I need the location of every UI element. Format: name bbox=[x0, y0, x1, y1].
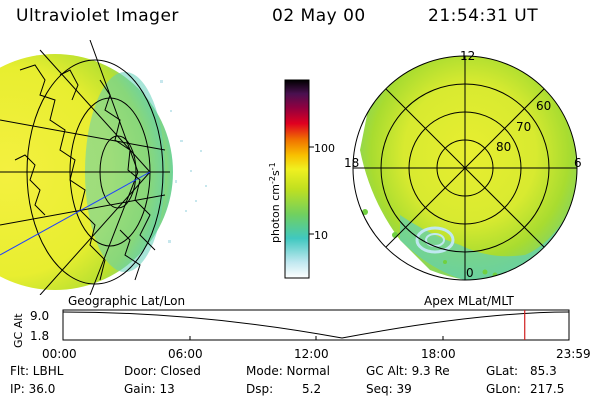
coastlines bbox=[14, 64, 156, 281]
x-tick-0600: 06:00 bbox=[168, 347, 203, 361]
mlt-label-6: 6 bbox=[574, 156, 582, 170]
mlat-label-80: 80 bbox=[496, 140, 511, 154]
glon-label: GLon: bbox=[486, 382, 521, 396]
mlt-label-12: 12 bbox=[460, 49, 475, 63]
glon-value: 217.5 bbox=[530, 382, 565, 396]
altitude-y-label: GC Alt bbox=[12, 313, 25, 348]
colorbar-tick-100: 100 bbox=[314, 142, 335, 155]
altitude-y-tick-high: 9.0 bbox=[30, 309, 49, 323]
colorbar-unit-label: photon cm-2s-1 bbox=[268, 162, 282, 243]
x-tick-1800: 18:00 bbox=[421, 347, 456, 361]
seq-info: Seq: 39 bbox=[366, 382, 412, 396]
auroral-emission bbox=[360, 56, 577, 280]
right-panel-label: Apex MLat/MLT bbox=[424, 294, 514, 308]
instrument-title: Ultraviolet Imager bbox=[16, 6, 179, 26]
dsp-value: 5.2 bbox=[302, 382, 322, 396]
altitude-plot-frame bbox=[62, 309, 570, 341]
ip-info: IP: 36.0 bbox=[10, 382, 56, 396]
x-tick-0000: 00:00 bbox=[42, 347, 77, 361]
left-panel-label: Geographic Lat/Lon bbox=[68, 294, 186, 308]
colorbar-gradient bbox=[284, 79, 310, 279]
mode-info: Mode: Normal bbox=[246, 364, 330, 378]
mlt-label-0: 0 bbox=[466, 266, 474, 280]
mlt-label-18: 18 bbox=[344, 156, 359, 170]
door-info: Door: Closed bbox=[124, 364, 201, 378]
geographic-image bbox=[0, 40, 207, 295]
glat-value: 85.3 bbox=[530, 364, 557, 378]
altitude-y-tick-low: 1.8 bbox=[30, 329, 49, 343]
filter-info: Flt: LBHL bbox=[10, 364, 64, 378]
polar-plot: 12 18 6 0 60 70 80 bbox=[344, 49, 582, 281]
gc-alt-info: GC Alt: 9.3 Re bbox=[366, 364, 450, 378]
gain-info: Gain: 13 bbox=[124, 382, 175, 396]
colorbar: 100 10 photon cm-2s-1 bbox=[268, 79, 335, 279]
glat-label: GLat: bbox=[486, 364, 519, 378]
scatter-halo bbox=[160, 80, 207, 243]
mlat-grid bbox=[352, 55, 578, 281]
observation-time: 21:54:31 UT bbox=[428, 6, 539, 26]
altitude-x-ticks bbox=[189, 336, 444, 340]
altitude-curve bbox=[62, 311, 570, 339]
x-tick-1200: 12:00 bbox=[294, 347, 329, 361]
mlat-label-70: 70 bbox=[516, 120, 531, 134]
dsp-label: Dsp: bbox=[246, 382, 274, 396]
x-tick-2359: 23:59 bbox=[556, 347, 591, 361]
observation-date: 02 May 00 bbox=[272, 6, 366, 26]
altitude-plot: GC Alt 9.0 1.8 00:00 06:00 12:00 18:00 2… bbox=[12, 309, 591, 361]
mlat-label-60: 60 bbox=[536, 99, 551, 113]
colorbar-tick-10: 10 bbox=[314, 229, 328, 242]
